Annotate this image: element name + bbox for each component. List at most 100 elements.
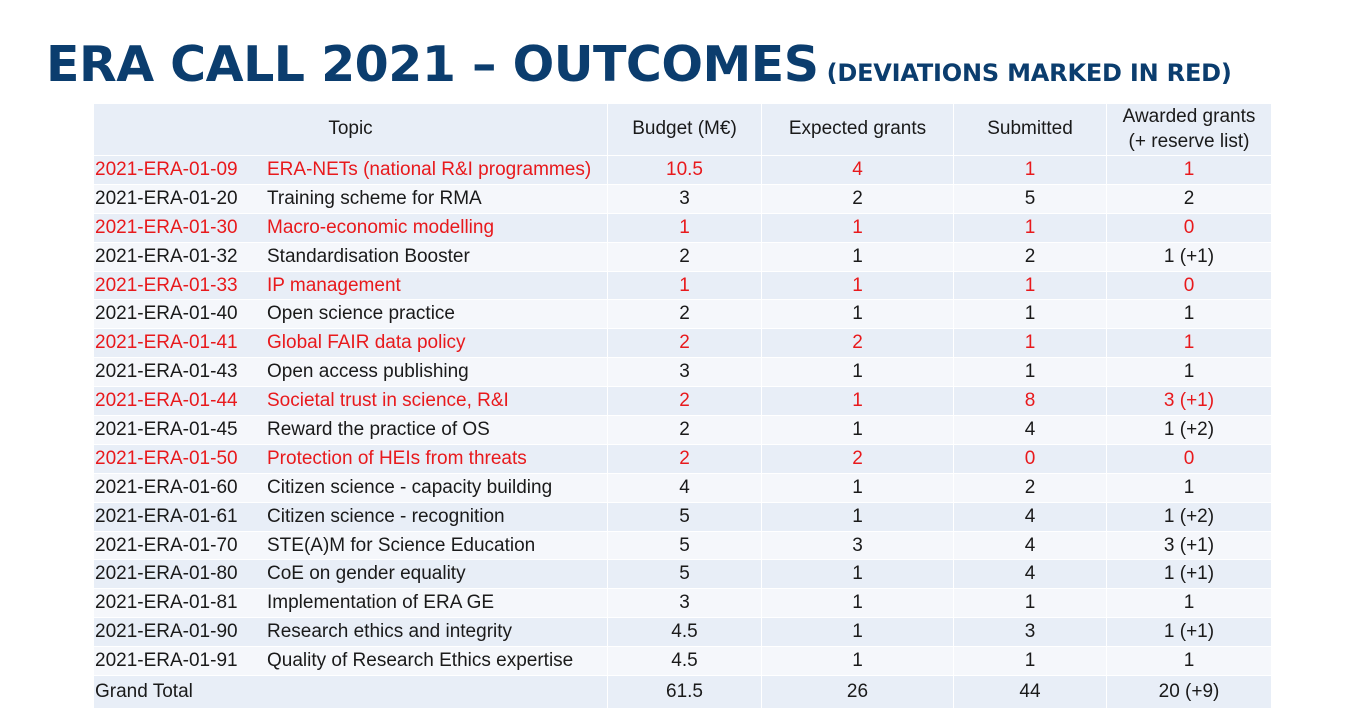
topic-cell: 2021-ERA-01-20 Training scheme for RMA <box>93 183 608 214</box>
topic-cell: 2021-ERA-01-41 Global FAIR data policy <box>93 328 608 359</box>
topic-name: Training scheme for RMA <box>267 187 482 209</box>
topic-code: 2021-ERA-01-91 <box>95 650 238 672</box>
topic-cell: 2021-ERA-01-45 Reward the practice of OS <box>93 415 608 445</box>
awarded-grants-cell: 1 <box>1106 646 1272 677</box>
budget-cell: 5 <box>607 501 762 532</box>
awarded-grants-cell: 1 <box>1106 357 1272 388</box>
table-row: 2021-ERA-01-80 CoE on gender equality 5 1 4 1… <box>93 559 1272 590</box>
topic-code: 2021-ERA-01-70 <box>95 534 238 556</box>
submitted-cell: 1 <box>953 357 1107 388</box>
expected-grants-cell: 1 <box>761 472 954 503</box>
expected-grants-cell: 2 <box>761 328 954 359</box>
awarded-grants-cell: 1 (+1) <box>1106 241 1272 272</box>
topic-code: 2021-ERA-01-90 <box>95 621 238 643</box>
title-subtitle: (DEVIATIONS MARKED IN RED) <box>826 59 1232 87</box>
grand-total-row: Grand Total 61.5 26 44 20 (+9) <box>93 675 1272 710</box>
table-row: 2021-ERA-01-30 Macro-economic modelling 1 1… <box>93 212 1272 243</box>
expected-grants-cell: 4 <box>761 155 954 185</box>
topic-cell: 2021-ERA-01-43 Open access publishing <box>93 357 608 388</box>
table-row: 2021-ERA-01-50 Protection of HEIs from th… <box>93 443 1272 474</box>
submitted-cell: 4 <box>953 501 1107 532</box>
expected-grants-cell: 3 <box>761 530 954 561</box>
budget-cell: 2 <box>607 328 762 359</box>
topic-code: 2021-ERA-01-41 <box>95 332 238 354</box>
table-row: 2021-ERA-01-33 IP management 1 1 1 0 <box>93 270 1272 301</box>
topic-cell: 2021-ERA-01-81 Implementation of ERA GE <box>93 588 608 619</box>
expected-grants-cell: 1 <box>761 212 954 243</box>
topic-code: 2021-ERA-01-33 <box>95 274 238 296</box>
awarded-grants-cell: 1 <box>1106 472 1272 503</box>
table-row: 2021-ERA-01-91 Quality of Research Ethics… <box>93 646 1272 677</box>
topic-name: Societal trust in science, R&I <box>267 390 509 412</box>
awarded-grants-cell: 1 (+1) <box>1106 559 1272 590</box>
topic-cell: 2021-ERA-01-09 ERA-NETs (national R&I pro… <box>93 155 608 185</box>
budget-cell: 5 <box>607 530 762 561</box>
topic-cell: 2021-ERA-01-70 STE(A)M for Science Educat… <box>93 530 608 561</box>
topic-cell: 2021-ERA-01-60 Citizen science - capacity… <box>93 472 608 503</box>
expected-grants-cell: 2 <box>761 183 954 214</box>
table-row: 2021-ERA-01-90 Research ethics and integr… <box>93 617 1272 648</box>
submitted-cell: 1 <box>953 299 1107 330</box>
budget-cell: 3 <box>607 357 762 388</box>
topic-code: 2021-ERA-01-81 <box>95 592 238 614</box>
grand-total-budget: 61.5 <box>607 675 762 710</box>
topic-name: Global FAIR data policy <box>267 332 466 354</box>
table-row: 2021-ERA-01-45 Reward the practice of OS 2… <box>93 415 1272 445</box>
budget-cell: 1 <box>607 212 762 243</box>
topic-cell: 2021-ERA-01-50 Protection of HEIs from th… <box>93 443 608 474</box>
topic-name: Protection of HEIs from threats <box>267 447 527 469</box>
submitted-cell: 1 <box>953 270 1107 301</box>
submitted-cell: 1 <box>953 588 1107 619</box>
topic-cell: 2021-ERA-01-33 IP management <box>93 270 608 301</box>
budget-cell: 5 <box>607 559 762 590</box>
header-row: Topic Budget (M€) Expected grants Submit… <box>93 103 1272 156</box>
awarded-grants-cell: 0 <box>1106 212 1272 243</box>
expected-grants-cell: 1 <box>761 241 954 272</box>
submitted-cell: 1 <box>953 328 1107 359</box>
budget-cell: 2 <box>607 299 762 330</box>
awarded-grants-cell: 1 <box>1106 588 1272 619</box>
table-row: 2021-ERA-01-43 Open access publishing 3 1 1 1 <box>93 357 1272 388</box>
expected-grants-cell: 2 <box>761 443 954 474</box>
submitted-cell: 2 <box>953 472 1107 503</box>
topic-code: 2021-ERA-01-60 <box>95 476 238 498</box>
expected-grants-cell: 1 <box>761 559 954 590</box>
submitted-cell: 4 <box>953 530 1107 561</box>
budget-cell: 3 <box>607 588 762 619</box>
table-body: 2021-ERA-01-09 ERA-NETs (national R&I pro… <box>93 155 1272 677</box>
topic-cell: 2021-ERA-01-91 Quality of Research Ethics… <box>93 646 608 677</box>
submitted-cell: 1 <box>953 646 1107 677</box>
topic-name: Research ethics and integrity <box>267 621 513 643</box>
topic-name: Citizen science - capacity building <box>267 476 553 498</box>
topic-name: Open science practice <box>267 303 455 325</box>
topic-code: 2021-ERA-01-61 <box>95 505 238 527</box>
topic-name: Open access publishing <box>267 361 469 383</box>
budget-cell: 4.5 <box>607 617 762 648</box>
expected-grants-cell: 1 <box>761 386 954 417</box>
submitted-cell: 1 <box>953 212 1107 243</box>
header-awarded-grants: Awarded grants (+ reserve list) <box>1106 103 1272 156</box>
header-submitted: Submitted <box>953 103 1107 156</box>
submitted-cell: 4 <box>953 415 1107 445</box>
awarded-grants-cell: 1 (+2) <box>1106 415 1272 445</box>
awarded-grants-cell: 2 <box>1106 183 1272 214</box>
grand-total-submitted: 44 <box>953 675 1107 710</box>
topic-code: 2021-ERA-01-30 <box>95 216 238 238</box>
budget-cell: 4.5 <box>607 646 762 677</box>
submitted-cell: 1 <box>953 155 1107 185</box>
topic-name: STE(A)M for Science Education <box>267 534 536 556</box>
header-topic: Topic <box>93 103 608 156</box>
topic-code: 2021-ERA-01-45 <box>95 418 238 440</box>
topic-name: Reward the practice of OS <box>267 418 490 440</box>
topic-cell: 2021-ERA-01-40 Open science practice <box>93 299 608 330</box>
budget-cell: 4 <box>607 472 762 503</box>
topic-cell: 2021-ERA-01-61 Citizen science - recognit… <box>93 501 608 532</box>
awarded-grants-cell: 1 <box>1106 155 1272 185</box>
table-row: 2021-ERA-01-70 STE(A)M for Science Educat… <box>93 530 1272 561</box>
topic-code: 2021-ERA-01-44 <box>95 390 238 412</box>
budget-cell: 3 <box>607 183 762 214</box>
topic-code: 2021-ERA-01-80 <box>95 563 238 585</box>
topic-name: CoE on gender equality <box>267 563 466 585</box>
topic-code: 2021-ERA-01-09 <box>95 158 238 180</box>
table-row: 2021-ERA-01-40 Open science practice 2 1 1 1 <box>93 299 1272 330</box>
